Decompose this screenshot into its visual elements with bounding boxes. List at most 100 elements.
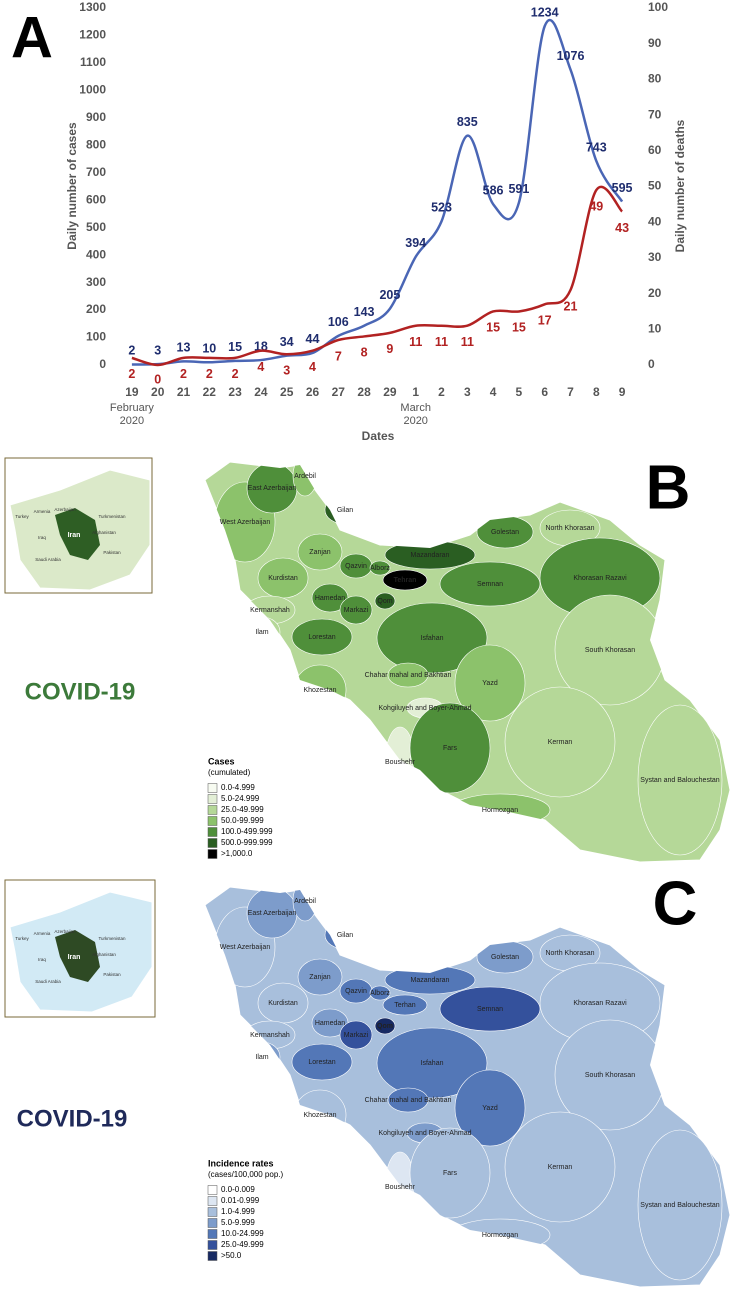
y2-tick-label: 50	[648, 179, 662, 193]
x-tick-label: 19	[125, 385, 139, 399]
province	[291, 1043, 353, 1081]
province-label: Kermanshah	[250, 1032, 290, 1039]
province	[504, 1111, 616, 1223]
legend-swatch	[207, 827, 218, 837]
legend-swatch	[207, 816, 218, 826]
province	[409, 702, 491, 794]
province-label: Tehran	[394, 577, 417, 584]
data-label: 1076	[557, 49, 585, 63]
legend-label: 0.0-4.999	[221, 783, 255, 792]
panel-label: C	[653, 869, 698, 938]
data-label: 34	[280, 335, 294, 349]
province-label: Ardebil	[294, 898, 316, 905]
x-tick-label: 7	[567, 385, 574, 399]
province	[291, 618, 353, 656]
inset-label: Afghanistan	[92, 952, 116, 957]
data-label: 2	[206, 367, 213, 381]
data-label: 143	[354, 305, 375, 319]
legend-swatch	[207, 794, 218, 804]
data-label: 205	[379, 288, 400, 302]
province-label: Markazi	[344, 607, 369, 614]
y-tick-label: 700	[86, 165, 106, 179]
inset-label: Pakistan	[103, 550, 121, 555]
province-label: Mazandaran	[411, 977, 450, 984]
legend-label: 25.0-49.999	[221, 1240, 264, 1249]
province	[374, 592, 396, 610]
legend-label: >50.0	[221, 1251, 242, 1260]
province-label: Ardebil	[294, 473, 316, 480]
province-label: North Khorasan	[545, 950, 594, 957]
province-label: Systan and Balouchestan	[640, 777, 719, 784]
province-label: East Azerbaijan	[248, 485, 297, 492]
legend-label: 0.0-0.009	[221, 1185, 255, 1194]
data-label: 43	[615, 221, 629, 235]
province-label: Kurdistan	[268, 1000, 298, 1007]
province-label: South Khorasan	[585, 1072, 635, 1079]
data-label: 15	[486, 321, 500, 335]
province-label: Ilam	[255, 629, 268, 636]
legend-swatch	[207, 1218, 218, 1228]
province-label: Systan and Balouchestan	[640, 1202, 719, 1209]
legend-swatch	[207, 849, 218, 859]
data-label: 11	[409, 335, 422, 349]
province-label: Semnan	[477, 1006, 503, 1013]
province	[454, 644, 526, 722]
legend-label: 1.0-4.999	[221, 1207, 255, 1216]
province	[387, 1087, 429, 1113]
legend-label: 0.01-0.999	[221, 1196, 260, 1205]
y2-tick-label: 70	[648, 107, 662, 121]
data-label: 2	[128, 344, 135, 358]
inset-label: Turkey	[15, 936, 29, 941]
province-label: Khorasan Razavi	[573, 1000, 627, 1007]
province-label: Golestan	[491, 529, 519, 536]
province	[369, 560, 391, 576]
panel-title: COVID-19	[17, 1105, 128, 1132]
province-label: Kohgiluyeh and Boyer-Ahmad	[378, 1130, 471, 1137]
province-label: Lorestan	[308, 634, 335, 641]
legend-title: Cases	[208, 756, 235, 766]
legend-swatch	[207, 1185, 218, 1195]
y2-tick-label: 40	[648, 214, 662, 228]
data-label: 3	[154, 343, 161, 357]
province-label: Markazi	[344, 1032, 369, 1039]
province-label: Kurdistan	[268, 575, 298, 582]
province-label: Chahar mahal and Bakhtiari	[365, 672, 452, 679]
province-label: Isfahan	[421, 635, 444, 642]
inset-label: Iran	[68, 954, 81, 961]
province-label: Qazvin	[345, 988, 367, 995]
y-tick-label: 100	[86, 330, 106, 344]
province-label: Gilan	[337, 507, 353, 514]
legend-label: 100.0-499.999	[221, 827, 273, 836]
legend-subtitle: (cumulated)	[208, 768, 251, 777]
x-tick-label: 6	[541, 385, 548, 399]
x-tick-label: 25	[280, 385, 294, 399]
map-body: West Azerbaijan East Azerbaijan Ardebil Gil…	[204, 461, 731, 863]
x-tick-label: 21	[177, 385, 191, 399]
x-tick-label: 5	[516, 385, 523, 399]
legend-title: Incidence rates	[208, 1158, 274, 1168]
province-label: Hamedan	[315, 595, 345, 602]
y-tick-label: 600	[86, 192, 106, 206]
x-tick-label: 24	[254, 385, 268, 399]
x-group-label: February	[110, 402, 155, 414]
y-tick-label: 900	[86, 110, 106, 124]
province-label: Zanjan	[309, 549, 331, 556]
province	[382, 569, 428, 591]
province	[439, 561, 541, 607]
series-line	[131, 185, 624, 367]
data-label: 15	[512, 321, 526, 335]
province-label: Qazvin	[345, 563, 367, 570]
data-label: 13	[177, 341, 191, 355]
x-tick-label: 20	[151, 385, 165, 399]
y-tick-label: 1300	[79, 0, 106, 14]
province	[339, 595, 373, 625]
inset-label: Armenia	[34, 509, 51, 514]
legend-swatch	[207, 1251, 218, 1261]
x-tick-label: 3	[464, 385, 471, 399]
y-tick-label: 1000	[79, 83, 106, 97]
data-label: 21	[564, 299, 578, 313]
province	[376, 602, 488, 674]
province-label: Isfahan	[421, 1060, 444, 1067]
data-label: 394	[405, 236, 426, 250]
